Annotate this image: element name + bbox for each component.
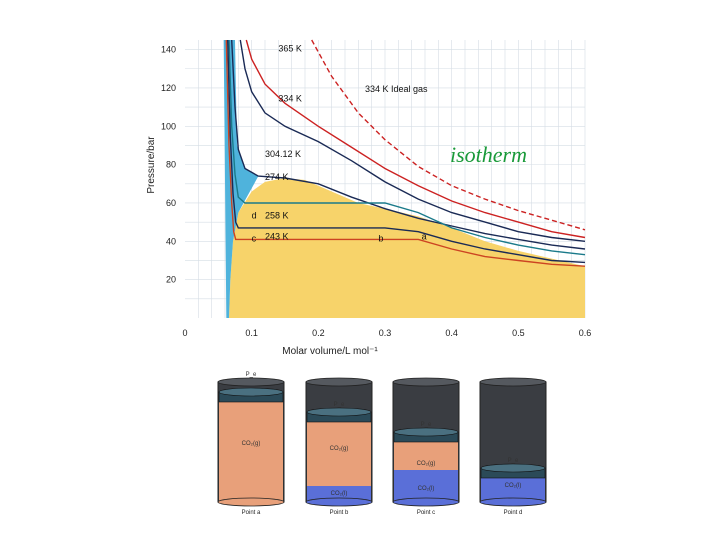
curve-labels: 365 K 334 K 334 K Ideal gas 304.12 K 274 K 25… — [265, 44, 428, 242]
isotherm-overlay-label: isotherm — [450, 142, 527, 167]
cylinder-2: P_e CO₂(g) CO₂(l) Point b — [305, 377, 373, 516]
piston-top — [480, 463, 546, 473]
y-tick-label: 100 — [161, 121, 176, 131]
pressure-label: P_e — [334, 402, 345, 408]
gas-fill — [307, 420, 371, 486]
curve-label: 258 K — [265, 210, 289, 220]
curve-label: 334 K — [278, 93, 302, 103]
point-label-c: c — [252, 233, 257, 243]
liquid-fill — [307, 486, 371, 502]
phase-label: CO₂(g) — [242, 441, 261, 447]
isotherm-334-k-ideal-gas — [311, 39, 586, 231]
x-tick-label: 0.2 — [312, 328, 325, 338]
pv-isotherm-chart: 365 K 334 K 334 K Ideal gas 304.12 K 274 K 25… — [146, 39, 591, 358]
isotherm-243-k — [225, 39, 586, 267]
y-tick-label: 60 — [166, 198, 176, 208]
piston-top — [218, 387, 284, 397]
cylinder-1: P_e CO₂(g) Point a — [217, 372, 285, 516]
cylinder-3: P_e CO₂(g) CO₂(l) Point c — [392, 377, 460, 516]
phase-label: CO₂(g) — [417, 461, 436, 467]
gas-fill — [219, 400, 283, 502]
cylinder-caption: Point b — [330, 510, 349, 516]
curve-label: 365 K — [278, 44, 302, 54]
x-tick-label: 0.3 — [379, 328, 392, 338]
cylinder-4: P_e CO₂(l) Point d — [479, 377, 547, 516]
pressure-label: P_e — [421, 422, 432, 428]
piston-top — [306, 407, 372, 417]
y-tick-label: 120 — [161, 83, 176, 93]
curve-label: 334 K Ideal gas — [365, 84, 428, 94]
cylinder-rim — [479, 377, 547, 387]
gas-fill — [394, 440, 458, 470]
curve-label: 274 K — [265, 172, 289, 182]
piston-top — [393, 427, 459, 437]
point-label-d: d — [252, 210, 257, 220]
point-label-b: b — [378, 233, 383, 243]
isotherm-304-12-k — [231, 39, 586, 250]
liquid-fill — [394, 470, 458, 502]
y-tick-label: 80 — [166, 160, 176, 170]
phase-label: CO₂(l) — [331, 491, 348, 497]
cylinder-caption: Point a — [242, 510, 261, 516]
isotherm-334-k — [239, 39, 586, 242]
y-tick-label: 20 — [166, 275, 176, 285]
isotherm-258-k — [227, 39, 586, 264]
cylinder-base — [392, 497, 460, 507]
y-tick-label: 140 — [161, 45, 176, 55]
point-label-a: a — [422, 231, 427, 241]
phase-label: CO₂(l) — [505, 483, 522, 489]
isotherm-365-k — [245, 39, 586, 239]
point-labels: a b c d — [252, 210, 427, 243]
phase-regions — [223, 40, 586, 318]
cylinder-rim — [305, 377, 373, 387]
cylinder-rim — [392, 377, 460, 387]
y-axis-title: Pressure/bar — [146, 136, 157, 194]
axes: 0 0.1 0.2 0.3 0.4 0.5 0.6 20 40 60 80 100 120 140 — [161, 45, 591, 338]
x-tick-label: 0.4 — [445, 328, 458, 338]
x-tick-label: 0.6 — [579, 328, 592, 338]
cylinder-base — [479, 497, 547, 507]
isotherm-274-k — [228, 39, 586, 256]
x-tick-label: 0 — [182, 328, 187, 338]
cylinder-caption: Point c — [417, 510, 435, 516]
liquid-region — [223, 40, 259, 318]
curve-label: 304.12 K — [265, 149, 301, 159]
two-phase-region — [226, 178, 586, 318]
pressure-label: P_e — [508, 458, 519, 464]
x-tick-label: 0.5 — [512, 328, 525, 338]
isotherm-series — [225, 39, 586, 267]
curve-label: 243 K — [265, 231, 289, 241]
y-tick-label: 40 — [166, 236, 176, 246]
cylinder-caption: Point d — [504, 510, 523, 516]
x-axis-title: Molar volume/L mol⁻¹ — [282, 346, 378, 357]
cylinder-base — [305, 497, 373, 507]
x-tick-label: 0.1 — [245, 328, 258, 338]
phase-label: CO₂(g) — [330, 446, 349, 452]
cylinder-base — [217, 497, 285, 507]
phase-label: CO₂(l) — [418, 486, 435, 492]
cylinder-rim — [217, 377, 285, 387]
pressure-label: P_e — [246, 372, 257, 378]
